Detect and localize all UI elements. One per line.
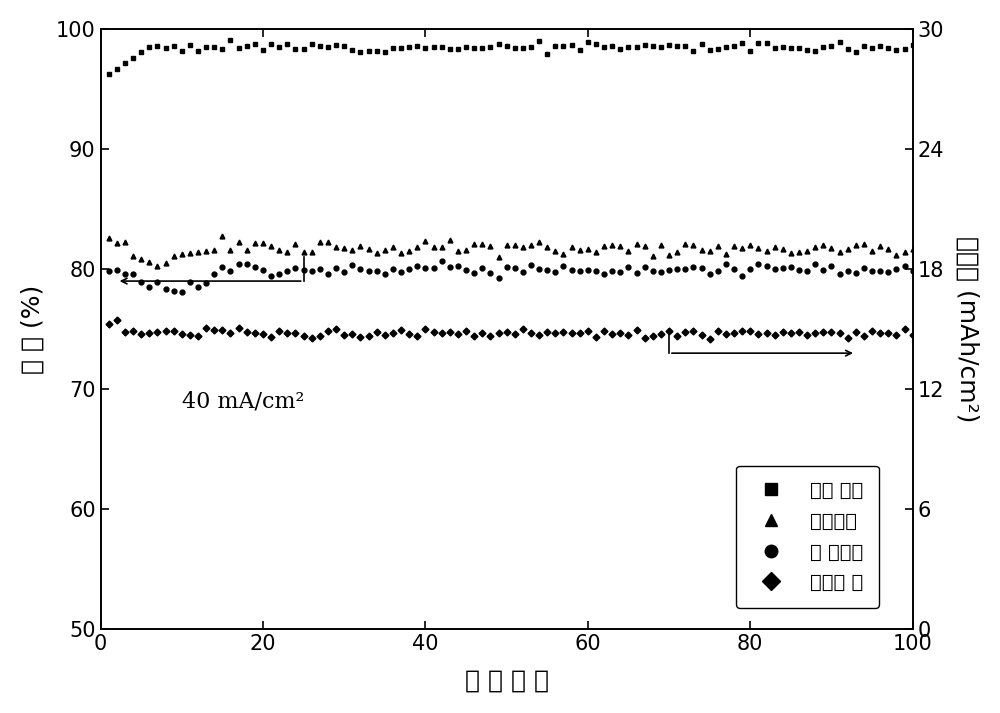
Legend: 库伦 效率, 电压效率, 能 量效率, 放电容 量: 库伦 效率, 电压效率, 能 量效率, 放电容 量 (736, 466, 879, 607)
Y-axis label: 效 率 (%): 效 率 (%) (21, 284, 45, 374)
Y-axis label: 面容量 (mAh/cm²): 面容量 (mAh/cm²) (955, 236, 979, 422)
X-axis label: 循 环 次 数: 循 环 次 数 (465, 668, 549, 692)
Text: 40 mA/cm²: 40 mA/cm² (182, 390, 304, 412)
